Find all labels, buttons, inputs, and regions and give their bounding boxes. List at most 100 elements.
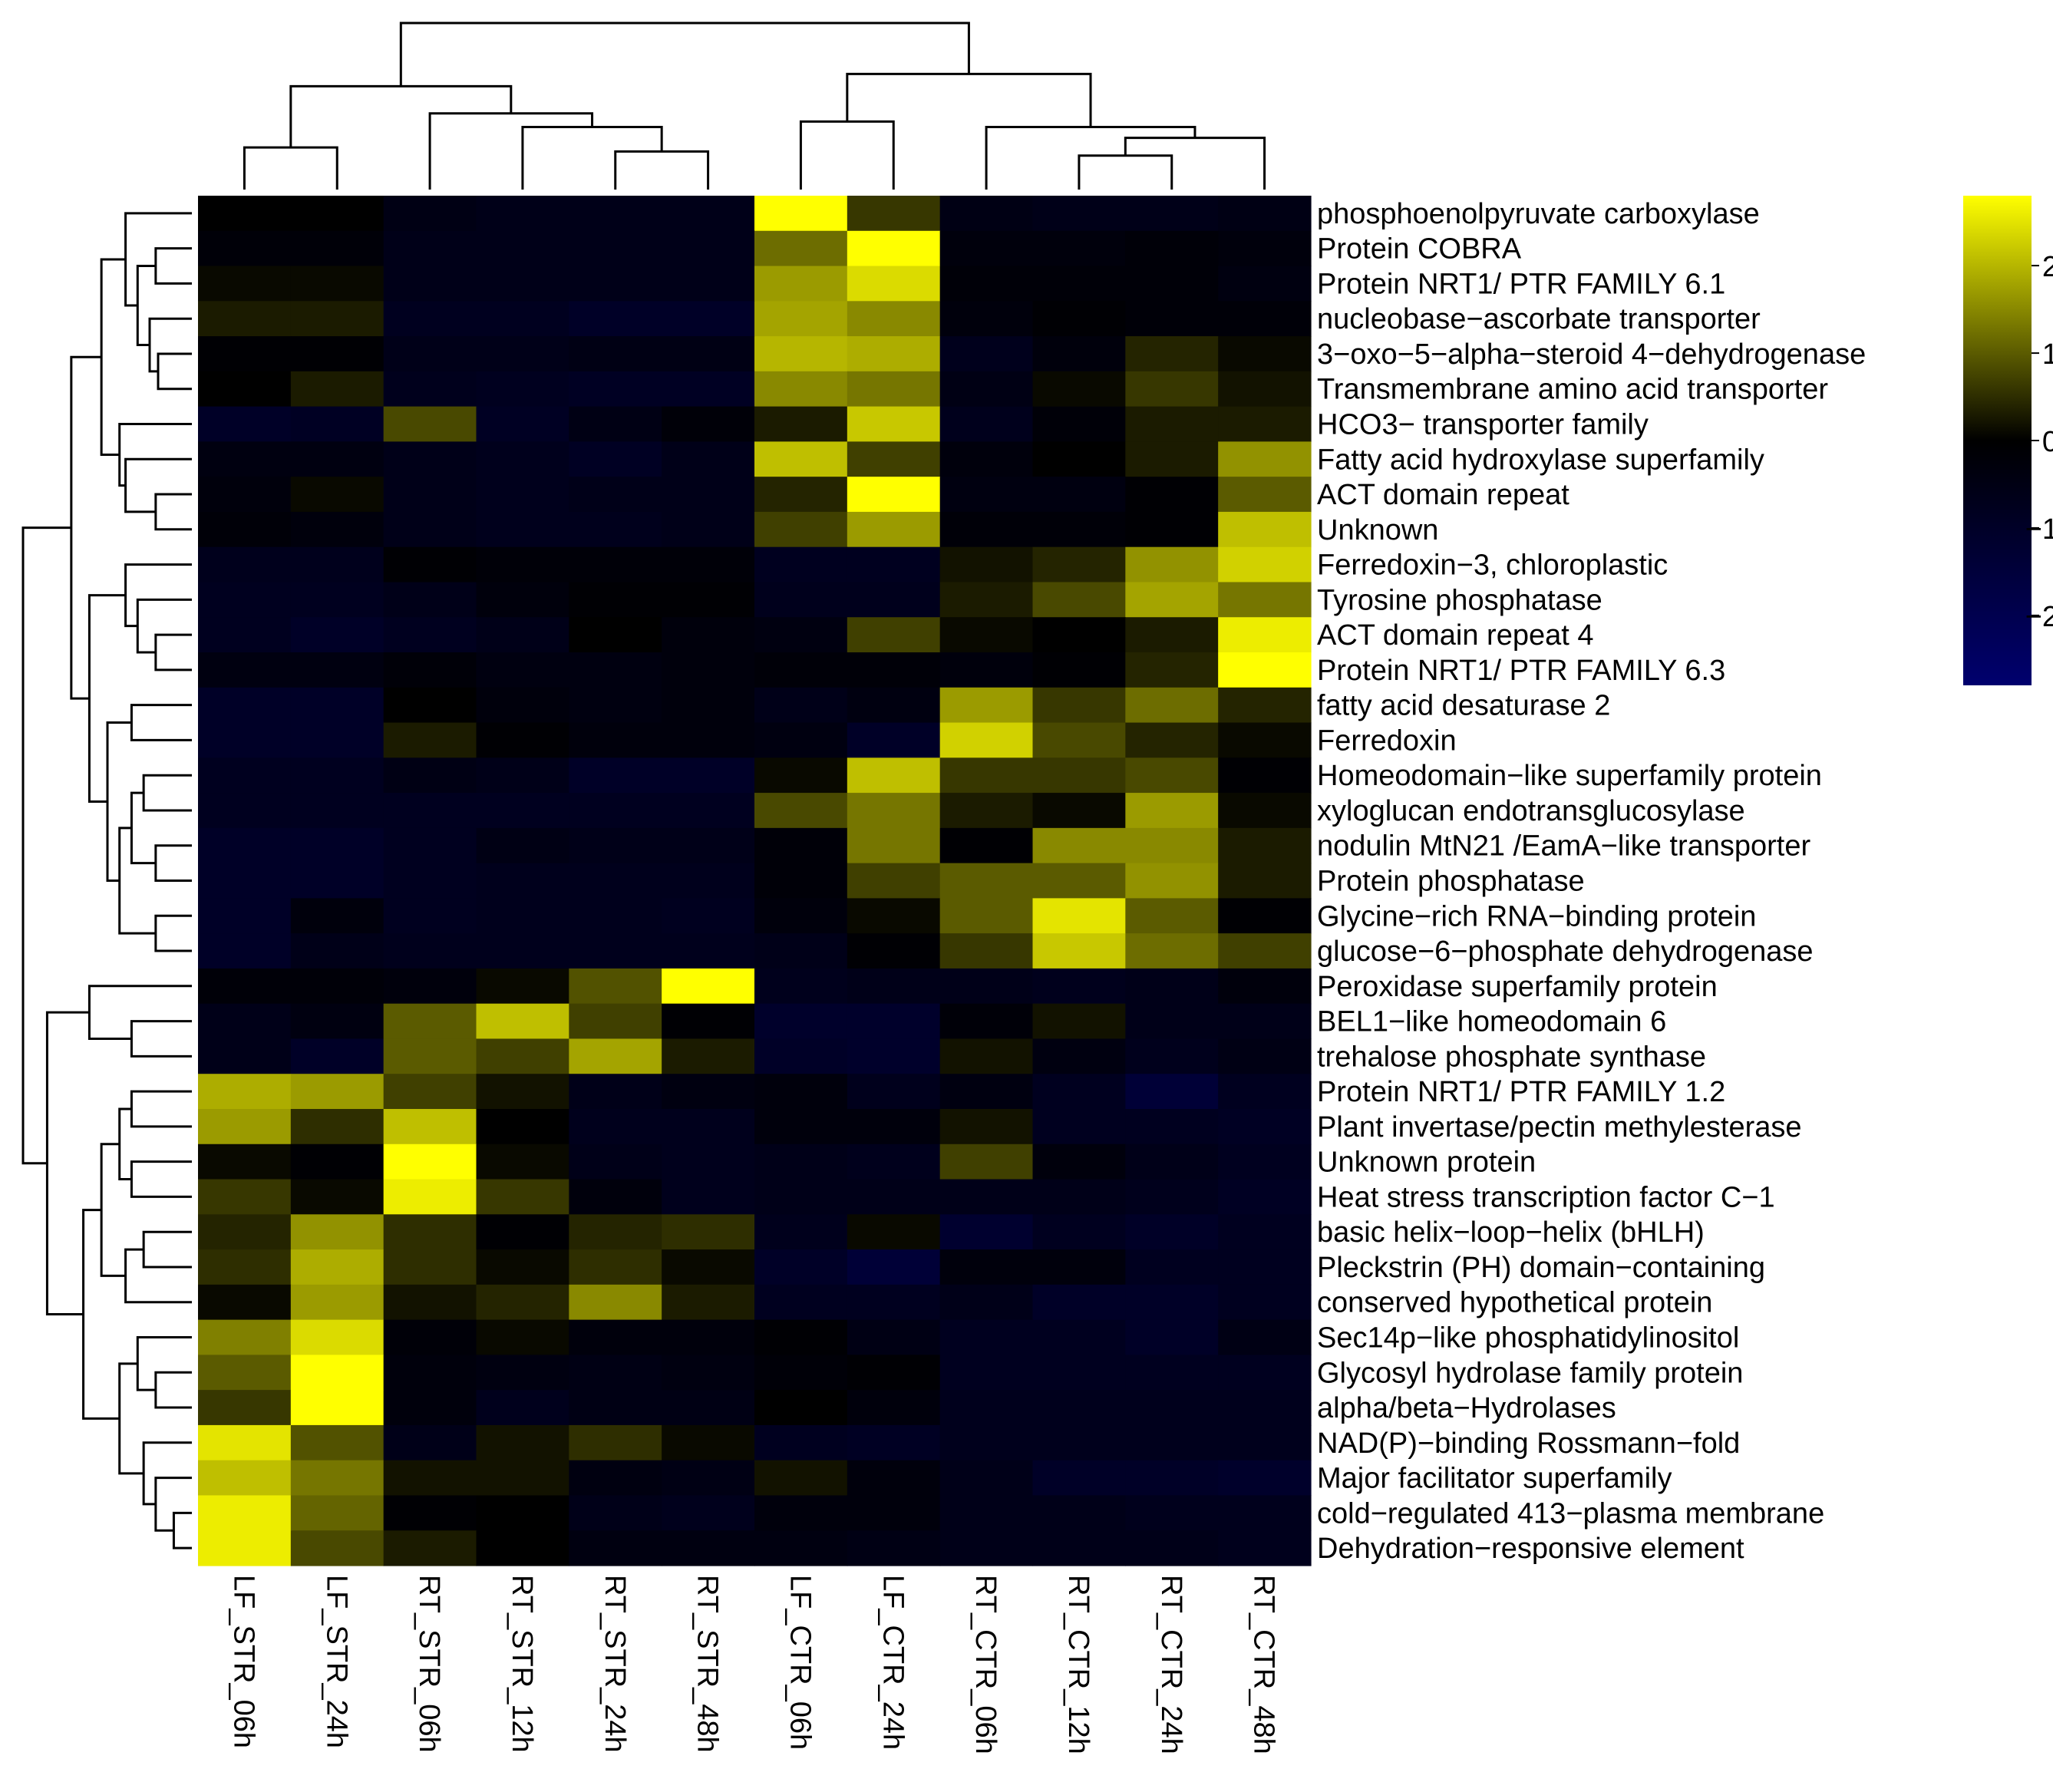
heatmap-cell <box>1218 1495 1312 1531</box>
heatmap-cell <box>1218 1530 1312 1566</box>
heatmap-cell <box>847 301 941 337</box>
heatmap-cell <box>198 933 292 969</box>
heatmap-cell <box>847 511 941 548</box>
heatmap-cell <box>662 863 755 899</box>
dendrogram-branch <box>428 112 594 190</box>
heatmap-cell <box>939 1109 1034 1145</box>
heatmap-cell <box>662 968 755 1005</box>
dendrogram-branch <box>118 827 156 935</box>
heatmap-cell <box>847 687 941 724</box>
heatmap-cell <box>1218 1179 1312 1215</box>
heatmap-cell <box>1032 477 1126 513</box>
row-label: cold−regulated 413−plasma membrane <box>1317 1497 1824 1530</box>
heatmap-cell <box>290 863 385 899</box>
dendrogram-branch <box>1124 137 1266 190</box>
heatmap-cell <box>476 757 569 794</box>
heatmap-cell <box>198 1179 292 1215</box>
heatmap-cell <box>198 968 292 1005</box>
heatmap-cell <box>383 371 477 408</box>
heatmap-cell <box>1218 1109 1312 1145</box>
dendrogram-branch <box>118 1362 144 1475</box>
heatmap-cell <box>1125 1038 1219 1074</box>
heatmap-cell <box>662 1460 755 1497</box>
heatmap-cell <box>569 477 662 513</box>
heatmap-cell <box>476 933 569 969</box>
heatmap-cell <box>1032 546 1126 583</box>
heatmap-cell <box>1032 687 1126 724</box>
heatmap-cell <box>1032 1460 1126 1497</box>
heatmap-cell <box>1218 1284 1312 1321</box>
dendrogram-branch <box>142 774 192 812</box>
heatmap-cell <box>662 827 755 864</box>
heatmap-cell <box>383 652 477 688</box>
heatmap-cell <box>1218 1319 1312 1355</box>
heatmap-cell <box>847 1495 941 1531</box>
heatmap-cell <box>847 477 941 513</box>
heatmap-cell <box>1032 968 1126 1005</box>
row-label: Glycosyl hydrolase family protein <box>1317 1357 1743 1389</box>
heatmap-cell <box>662 1390 755 1426</box>
heatmap-cell <box>1218 1003 1312 1040</box>
heatmap-cell <box>847 371 941 408</box>
heatmap-cell <box>1032 582 1126 618</box>
heatmap-cell <box>1032 301 1126 337</box>
heatmap-cell <box>847 441 941 477</box>
heatmap-cell <box>383 1390 477 1426</box>
heatmap-cell <box>1218 968 1312 1005</box>
heatmap-cell <box>290 196 385 232</box>
heatmap-cell <box>754 1179 848 1215</box>
heatmap-cell <box>383 511 477 548</box>
heatmap-cell <box>476 371 569 408</box>
heatmap-cell <box>662 1319 755 1355</box>
heatmap-cell <box>1125 1495 1219 1531</box>
row-label: Peroxidase superfamily protein <box>1317 971 1718 1003</box>
heatmap-cell <box>754 1144 848 1180</box>
heatmap-cell <box>1218 1390 1312 1426</box>
heatmap-cell <box>662 301 755 337</box>
heatmap-cell <box>383 793 477 829</box>
heatmap-cell <box>476 1390 569 1426</box>
heatmap-cell <box>476 336 569 372</box>
heatmap-cell <box>569 301 662 337</box>
heatmap-cell <box>569 582 662 618</box>
heatmap-cell <box>290 441 385 477</box>
heatmap-cell <box>290 757 385 794</box>
heatmap-cell <box>754 1249 848 1285</box>
heatmap-cell <box>847 617 941 653</box>
heatmap-cell <box>662 757 755 794</box>
heatmap-cell <box>1218 1249 1312 1285</box>
heatmap-cell <box>754 1074 848 1110</box>
heatmap-cell <box>754 863 848 899</box>
heatmap-cell <box>1125 827 1219 864</box>
heatmap-cell <box>662 1214 755 1250</box>
color-key-tick-label: −2 <box>2025 601 2053 633</box>
heatmap-cell <box>476 968 569 1005</box>
dendrogram-branch <box>154 633 192 672</box>
dendrogram-branch <box>142 1230 192 1269</box>
heatmap-cell <box>476 266 569 302</box>
column-dendrogram <box>243 21 1266 190</box>
heatmap-cell <box>662 933 755 969</box>
heatmap-cell <box>569 1530 662 1566</box>
heatmap-cell <box>476 406 569 442</box>
heatmap-cell <box>1218 441 1312 477</box>
heatmap-cell <box>198 582 292 618</box>
dendrogram-branch <box>1078 154 1173 190</box>
heatmap-cell <box>1032 371 1126 408</box>
dendrogram-branch <box>154 493 192 531</box>
heatmap-cell <box>939 617 1034 653</box>
heatmap-cell <box>1125 757 1219 794</box>
heatmap-cell <box>939 793 1034 829</box>
dendrogram-branch <box>243 146 338 190</box>
heatmap-cell <box>476 898 569 934</box>
heatmap-cell <box>198 1424 292 1461</box>
row-dendrogram <box>21 212 192 1549</box>
heatmap-cell <box>939 1003 1034 1040</box>
dendrogram-branch <box>124 1248 192 1304</box>
heatmap-cell <box>198 687 292 724</box>
heatmap-cell <box>1032 1424 1126 1461</box>
heatmap-cell <box>847 1530 941 1566</box>
heatmap-cell <box>939 1038 1034 1074</box>
heatmap-cell <box>847 1038 941 1074</box>
heatmap-cell <box>290 1460 385 1497</box>
